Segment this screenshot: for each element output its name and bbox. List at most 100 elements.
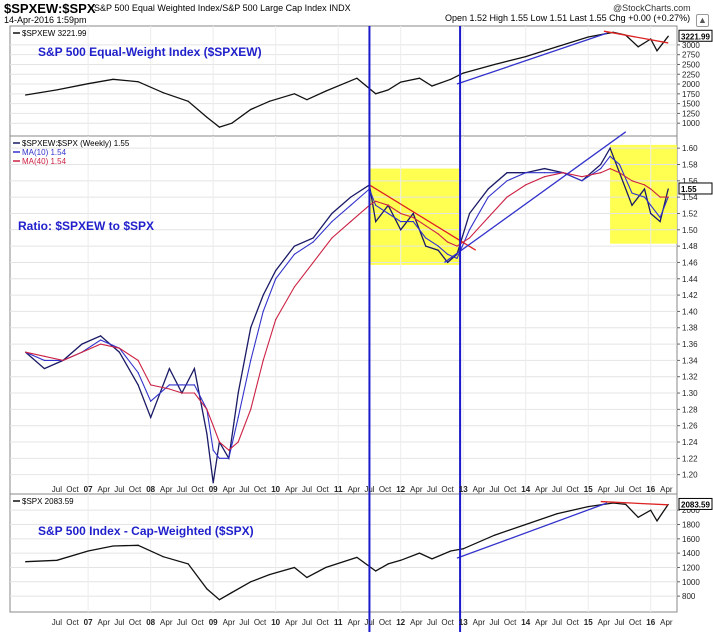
top-trendline-0 — [456, 32, 608, 85]
middle-series-point — [667, 196, 669, 198]
middle-series-point — [25, 351, 27, 353]
bottom-xtick-label: Apr — [160, 618, 173, 627]
top-series-point — [162, 92, 164, 94]
bottom-series-point — [87, 550, 89, 552]
middle-series-point — [293, 245, 296, 247]
middle-xtick-label: 15 — [584, 485, 593, 494]
bottom-xtick-label: 15 — [584, 618, 593, 627]
middle-series-point — [400, 229, 402, 231]
bottom-xtick-label: Oct — [66, 618, 79, 627]
middle-series-point — [137, 384, 139, 386]
middle-xtick-label: Apr — [223, 485, 236, 494]
middle-series-point — [425, 225, 427, 227]
middle-series-point — [118, 351, 120, 353]
middle-xtick-label: 07 — [84, 485, 93, 494]
middle-series-point — [100, 343, 102, 345]
bottom-series-point — [268, 574, 271, 576]
bottom-xtick-label: Jul — [552, 618, 562, 627]
bottom-series-point — [450, 550, 452, 552]
top-series-point — [400, 81, 402, 83]
middle-xtick-label: Apr — [660, 485, 673, 494]
middle-series-point — [437, 245, 439, 247]
middle-series-point — [275, 318, 277, 321]
middle-series-point — [193, 392, 196, 394]
middle-series-point — [618, 163, 621, 166]
bottom-xtick-label: Oct — [441, 618, 454, 627]
middle-xtick-label: Oct — [566, 485, 579, 494]
bottom-series-point — [162, 556, 164, 558]
bottom-series-point — [356, 556, 358, 559]
middle-series-point — [400, 221, 402, 223]
middle-last-value-box — [678, 182, 713, 195]
middle-series-point — [643, 188, 646, 190]
middle-series-point — [387, 204, 389, 206]
middle-ytick-label: 1.42 — [682, 291, 698, 300]
middle-ytick-label: 1.44 — [682, 275, 698, 284]
middle-series-point — [375, 204, 377, 206]
middle-series-point — [43, 359, 45, 361]
bottom-xtick-label: Apr — [285, 618, 298, 627]
middle-series-point — [262, 294, 264, 296]
middle-series-point — [400, 212, 402, 215]
top-legend-entry: $SPXEW 3221.99 — [22, 29, 87, 38]
middle-xtick-label: Apr — [535, 485, 548, 494]
top-series-point — [525, 56, 527, 58]
top-series-point — [325, 90, 327, 92]
bottom-xtick-label: Apr — [410, 618, 423, 627]
bottom-series-point — [56, 559, 58, 561]
top-ytick-label: 1750 — [682, 90, 700, 99]
top-panel-frame — [9, 25, 678, 137]
middle-xtick-label: 08 — [146, 485, 155, 494]
bottom-trendline-0 — [456, 502, 608, 559]
middle-series-point — [237, 416, 239, 419]
top-series-point — [187, 100, 189, 102]
middle-legend-entry: $SPXEW:$SPX (Weekly) 1.55 — [22, 139, 130, 148]
middle-series-point — [643, 196, 646, 198]
middle-series-line-0 — [25, 146, 669, 483]
middle-series-point — [218, 457, 221, 459]
middle-series-point — [609, 155, 611, 157]
middle-xtick-label: 13 — [459, 485, 468, 494]
top-series-point — [375, 93, 377, 95]
bottom-series-point — [112, 545, 114, 547]
middle-series-point — [168, 384, 171, 386]
middle-ytick-label: 1.48 — [682, 242, 698, 251]
top-series-point — [293, 93, 296, 95]
bottom-xtick-label: Jul — [489, 618, 499, 627]
middle-last-value-label: 1.55 — [681, 185, 697, 194]
bottom-series-point — [250, 581, 252, 583]
middle-xtick-label: Jul — [427, 485, 437, 494]
middle-xtick-label: Jul — [489, 485, 499, 494]
middle-series-point — [543, 176, 546, 178]
top-ytick-label: 2250 — [682, 70, 700, 79]
middle-series-point — [118, 347, 120, 349]
bottom-xtick-label: 16 — [646, 618, 655, 627]
middle-series-point — [331, 221, 333, 223]
bottom-series-point — [187, 563, 189, 565]
top-series-point — [656, 50, 658, 52]
bottom-series-point — [375, 570, 377, 572]
middle-xtick-label: Oct — [379, 485, 392, 494]
bottom-ytick-label: 1600 — [682, 535, 700, 544]
middle-ytick-label: 1.56 — [682, 177, 698, 186]
middle-series-point — [659, 216, 661, 219]
middle-ytick-label: 1.36 — [682, 340, 698, 349]
triangle-icon[interactable]: ▲ — [696, 14, 709, 27]
middle-series-point — [137, 372, 139, 374]
middle-series-point — [643, 184, 646, 186]
middle-series-point — [581, 176, 583, 178]
symbol-title: $SPXEW:$SPX — [4, 1, 96, 16]
middle-series-point — [331, 212, 333, 215]
middle-series-point — [468, 237, 471, 239]
bottom-series-point — [231, 591, 233, 594]
middle-series-point — [150, 384, 152, 386]
middle-series-point — [456, 245, 458, 247]
bottom-series-point — [462, 548, 464, 550]
middle-series-point — [506, 172, 508, 174]
quote-readout: Open 1.52 High 1.55 Low 1.51 Last 1.55 C… — [445, 13, 691, 23]
middle-series-point — [212, 449, 214, 451]
bottom-ytick-label: 1800 — [682, 520, 700, 529]
bottom-xtick-label: Oct — [504, 618, 517, 627]
top-series-point — [206, 116, 208, 118]
